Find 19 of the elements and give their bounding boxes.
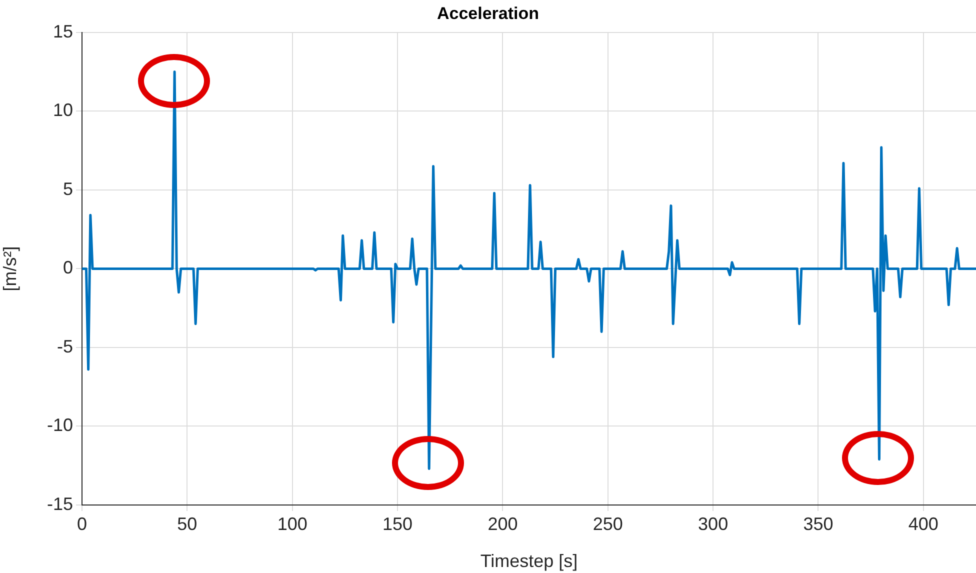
x-tick-label: 400 bbox=[908, 514, 938, 534]
x-tick-label: 50 bbox=[177, 514, 198, 534]
chart-title: Acceleration bbox=[436, 4, 540, 23]
y-tick-label: -15 bbox=[46, 494, 73, 514]
x-tick-label: 200 bbox=[488, 514, 518, 534]
x-axis-title: Timestep [s] bbox=[480, 551, 578, 572]
y-tick-label: -5 bbox=[56, 336, 73, 356]
y-axis-title: [m/s²] bbox=[0, 246, 20, 292]
x-tick-label: 350 bbox=[803, 514, 834, 534]
y-tick-label: 5 bbox=[62, 178, 73, 199]
x-tick-label: 300 bbox=[698, 514, 728, 534]
y-tick-label: 0 bbox=[62, 258, 73, 278]
y-tick-label: -10 bbox=[46, 415, 73, 436]
x-tick-label: 100 bbox=[277, 514, 308, 534]
x-tick-label: 0 bbox=[76, 514, 88, 534]
y-tick-label: 10 bbox=[52, 100, 73, 120]
y-tick-label: 15 bbox=[52, 21, 73, 42]
x-tick-label: 150 bbox=[382, 514, 413, 534]
x-tick-label: 250 bbox=[592, 514, 623, 534]
